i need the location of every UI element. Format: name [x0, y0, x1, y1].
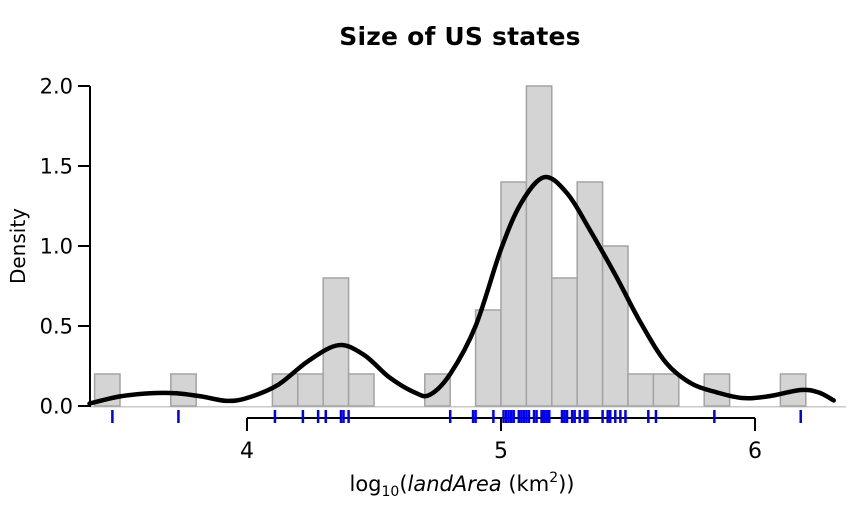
histogram-bar: [170, 373, 197, 407]
x-axis-title-subscript: 10: [381, 484, 400, 500]
chart-title: Size of US states: [339, 22, 581, 51]
histogram-bar: [627, 373, 655, 407]
y-tick-label: 1.5: [40, 155, 73, 179]
x-axis-title-variable: landArea: [407, 472, 502, 496]
histogram-bar: [652, 373, 680, 407]
y-tick-label: 2.0: [40, 75, 73, 99]
histogram-bar: [551, 277, 578, 407]
x-axis-title: log10(landArea (km2)): [162, 470, 762, 500]
histogram-bar: [601, 245, 629, 407]
histogram-bar: [322, 277, 350, 407]
histogram-bar: [525, 85, 553, 407]
y-tick-label: 1.0: [40, 235, 73, 259]
x-axis-title-unit: (km: [501, 472, 550, 496]
x-axis-title-close-parens: )): [558, 472, 575, 496]
histogram-bar: [297, 373, 324, 407]
density-curve: [87, 174, 836, 406]
y-tick-label: 0.5: [40, 315, 73, 339]
x-axis-title-open-paren: (: [399, 472, 408, 496]
x-tick-label: 5: [494, 439, 508, 464]
x-tick-label: 4: [240, 439, 254, 464]
y-tick-label: 0.0: [40, 395, 73, 419]
x-tick-label: 6: [748, 439, 762, 464]
histogram-bar: [347, 373, 375, 407]
x-axis-title-superscript: 2: [549, 470, 559, 486]
x-axis-title-prefix: log: [349, 472, 382, 496]
histogram-bar: [474, 309, 502, 407]
